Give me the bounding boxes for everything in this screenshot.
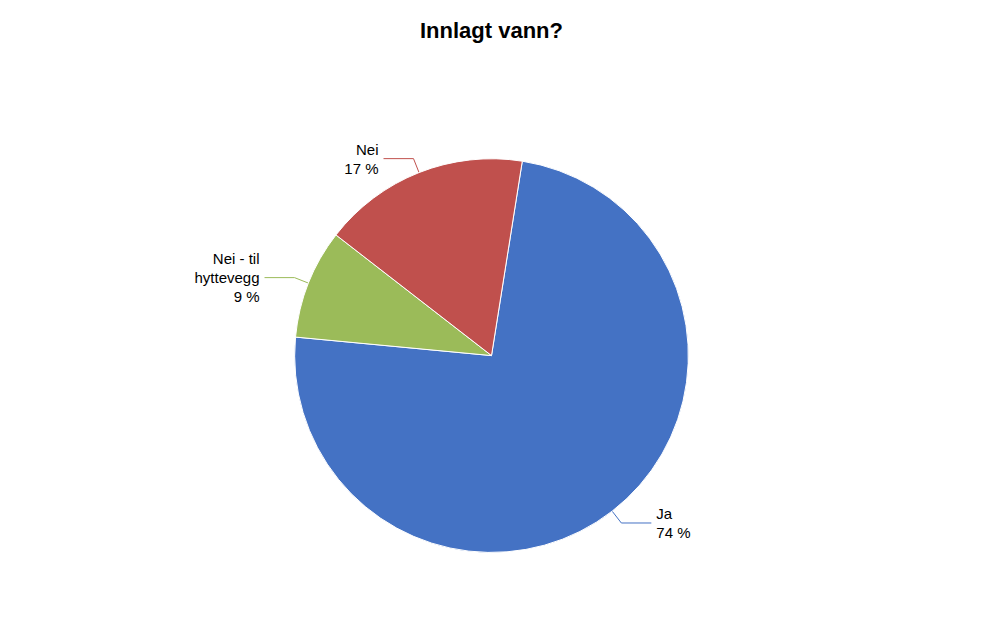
- svg-text:Nei - til: Nei - til: [213, 250, 260, 267]
- svg-text:Innlagt vann?: Innlagt vann?: [420, 18, 563, 43]
- svg-text:hyttevegg: hyttevegg: [194, 269, 259, 286]
- svg-text:74 %: 74 %: [656, 524, 690, 541]
- svg-text:17 %: 17 %: [344, 160, 378, 177]
- svg-text:9 %: 9 %: [234, 288, 260, 305]
- svg-text:Ja: Ja: [656, 505, 673, 522]
- svg-text:Nei: Nei: [356, 141, 379, 158]
